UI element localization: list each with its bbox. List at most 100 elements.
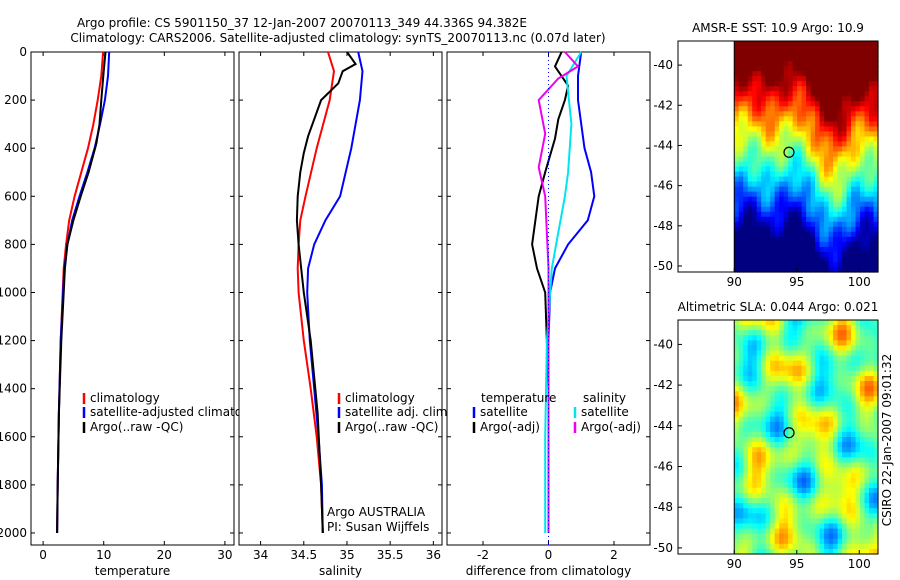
sla-cell [765, 406, 771, 413]
sst-cell [860, 231, 866, 238]
sla-cell [747, 350, 753, 357]
sla-cell [860, 330, 866, 336]
sst-cell [851, 201, 857, 208]
sst-cell [752, 76, 758, 82]
sla-cell [792, 370, 798, 377]
sla-cell [756, 391, 762, 397]
sst-cell [792, 61, 798, 67]
sst-cell [860, 151, 866, 158]
sla-cell [806, 381, 812, 387]
sla-cell [779, 386, 785, 392]
sla-cell [828, 543, 834, 550]
sla-cell [747, 421, 753, 428]
sst-cell [761, 96, 767, 102]
sst-cell [801, 221, 807, 228]
sla-cell [855, 538, 861, 545]
sst-cell [864, 251, 870, 258]
sst-cell [779, 66, 785, 72]
sst-cell [860, 66, 866, 72]
sla-cell [819, 442, 825, 448]
sst-cell [815, 201, 821, 208]
sst-cell [756, 76, 762, 82]
sst-cell [761, 141, 767, 148]
sla-cell [806, 421, 812, 428]
sla-cell [761, 447, 767, 453]
sst-cell [738, 96, 744, 102]
sst-cell [743, 161, 749, 168]
sla-cell [765, 472, 771, 479]
sst-cell [824, 191, 830, 198]
sla-cell [743, 375, 749, 382]
sla-cell [770, 472, 776, 479]
sst-cell [810, 216, 816, 223]
sla-ytick-label: -48 [653, 500, 673, 514]
sst-cell [792, 81, 798, 87]
sla-cell [738, 386, 744, 392]
sst-cell [855, 226, 861, 233]
salinity-legend-argo-label: Argo(..raw -QC) [345, 420, 438, 434]
sla-cell [734, 396, 740, 402]
sla-cell [819, 401, 825, 408]
sla-cell [851, 518, 857, 525]
sla-cell [738, 350, 744, 357]
sst-cell [752, 91, 758, 97]
sst-cell [770, 71, 776, 77]
sst-cell [797, 91, 803, 97]
sst-cell [860, 131, 866, 138]
sst-cell [761, 196, 767, 203]
sla-cell [833, 431, 839, 438]
sst-cell [779, 81, 785, 87]
sla-cell [828, 548, 834, 555]
sla-cell [761, 543, 767, 550]
sst-cell [846, 236, 852, 243]
sla-cell [779, 462, 785, 469]
sst-cell [756, 51, 762, 57]
sla-cell [806, 320, 812, 326]
sla-cell [810, 416, 816, 423]
sst-cell [860, 46, 866, 52]
sst-cell [815, 191, 821, 198]
sla-cell [806, 538, 812, 545]
sst-cell [855, 181, 861, 188]
sst-cell [747, 196, 753, 203]
sla-cell [761, 426, 767, 433]
sla-cell [869, 533, 875, 540]
sst-cell [792, 151, 798, 158]
sla-cell [801, 548, 807, 555]
sla-cell [846, 452, 852, 458]
sst-cell [846, 91, 852, 97]
sla-cell [761, 482, 767, 489]
sla-cell [815, 518, 821, 525]
sst-cell [783, 101, 789, 107]
sst-cell [819, 186, 825, 193]
sst-cell [738, 221, 744, 228]
sst-cell [819, 171, 825, 178]
sla-cell [869, 320, 875, 326]
sst-cell [869, 61, 875, 67]
sla-cell [846, 411, 852, 418]
sst-cell [824, 216, 830, 223]
sla-cell [752, 381, 758, 387]
sla-cell [824, 513, 830, 519]
sla-cell [761, 330, 767, 336]
sla-cell [837, 462, 843, 469]
sst-cell [792, 186, 798, 193]
sla-cell [738, 442, 744, 448]
sst-cell [783, 146, 789, 153]
temperature-legend-climatology-label: climatology [90, 391, 160, 405]
sst-cell [819, 146, 825, 153]
sst-cell [828, 51, 834, 57]
sla-cell [810, 320, 816, 326]
sla-cell [743, 538, 749, 545]
sla-cell [801, 386, 807, 392]
sla-cell [738, 340, 744, 347]
sla-cell [806, 472, 812, 479]
sla-cell [806, 477, 812, 484]
sla-cell [801, 487, 807, 494]
sla-cell [801, 320, 807, 326]
sla-cell [824, 518, 830, 525]
sst-cell [738, 121, 744, 127]
sst-cell [792, 51, 798, 57]
sst-cell [860, 226, 866, 233]
sla-cell [810, 462, 816, 469]
